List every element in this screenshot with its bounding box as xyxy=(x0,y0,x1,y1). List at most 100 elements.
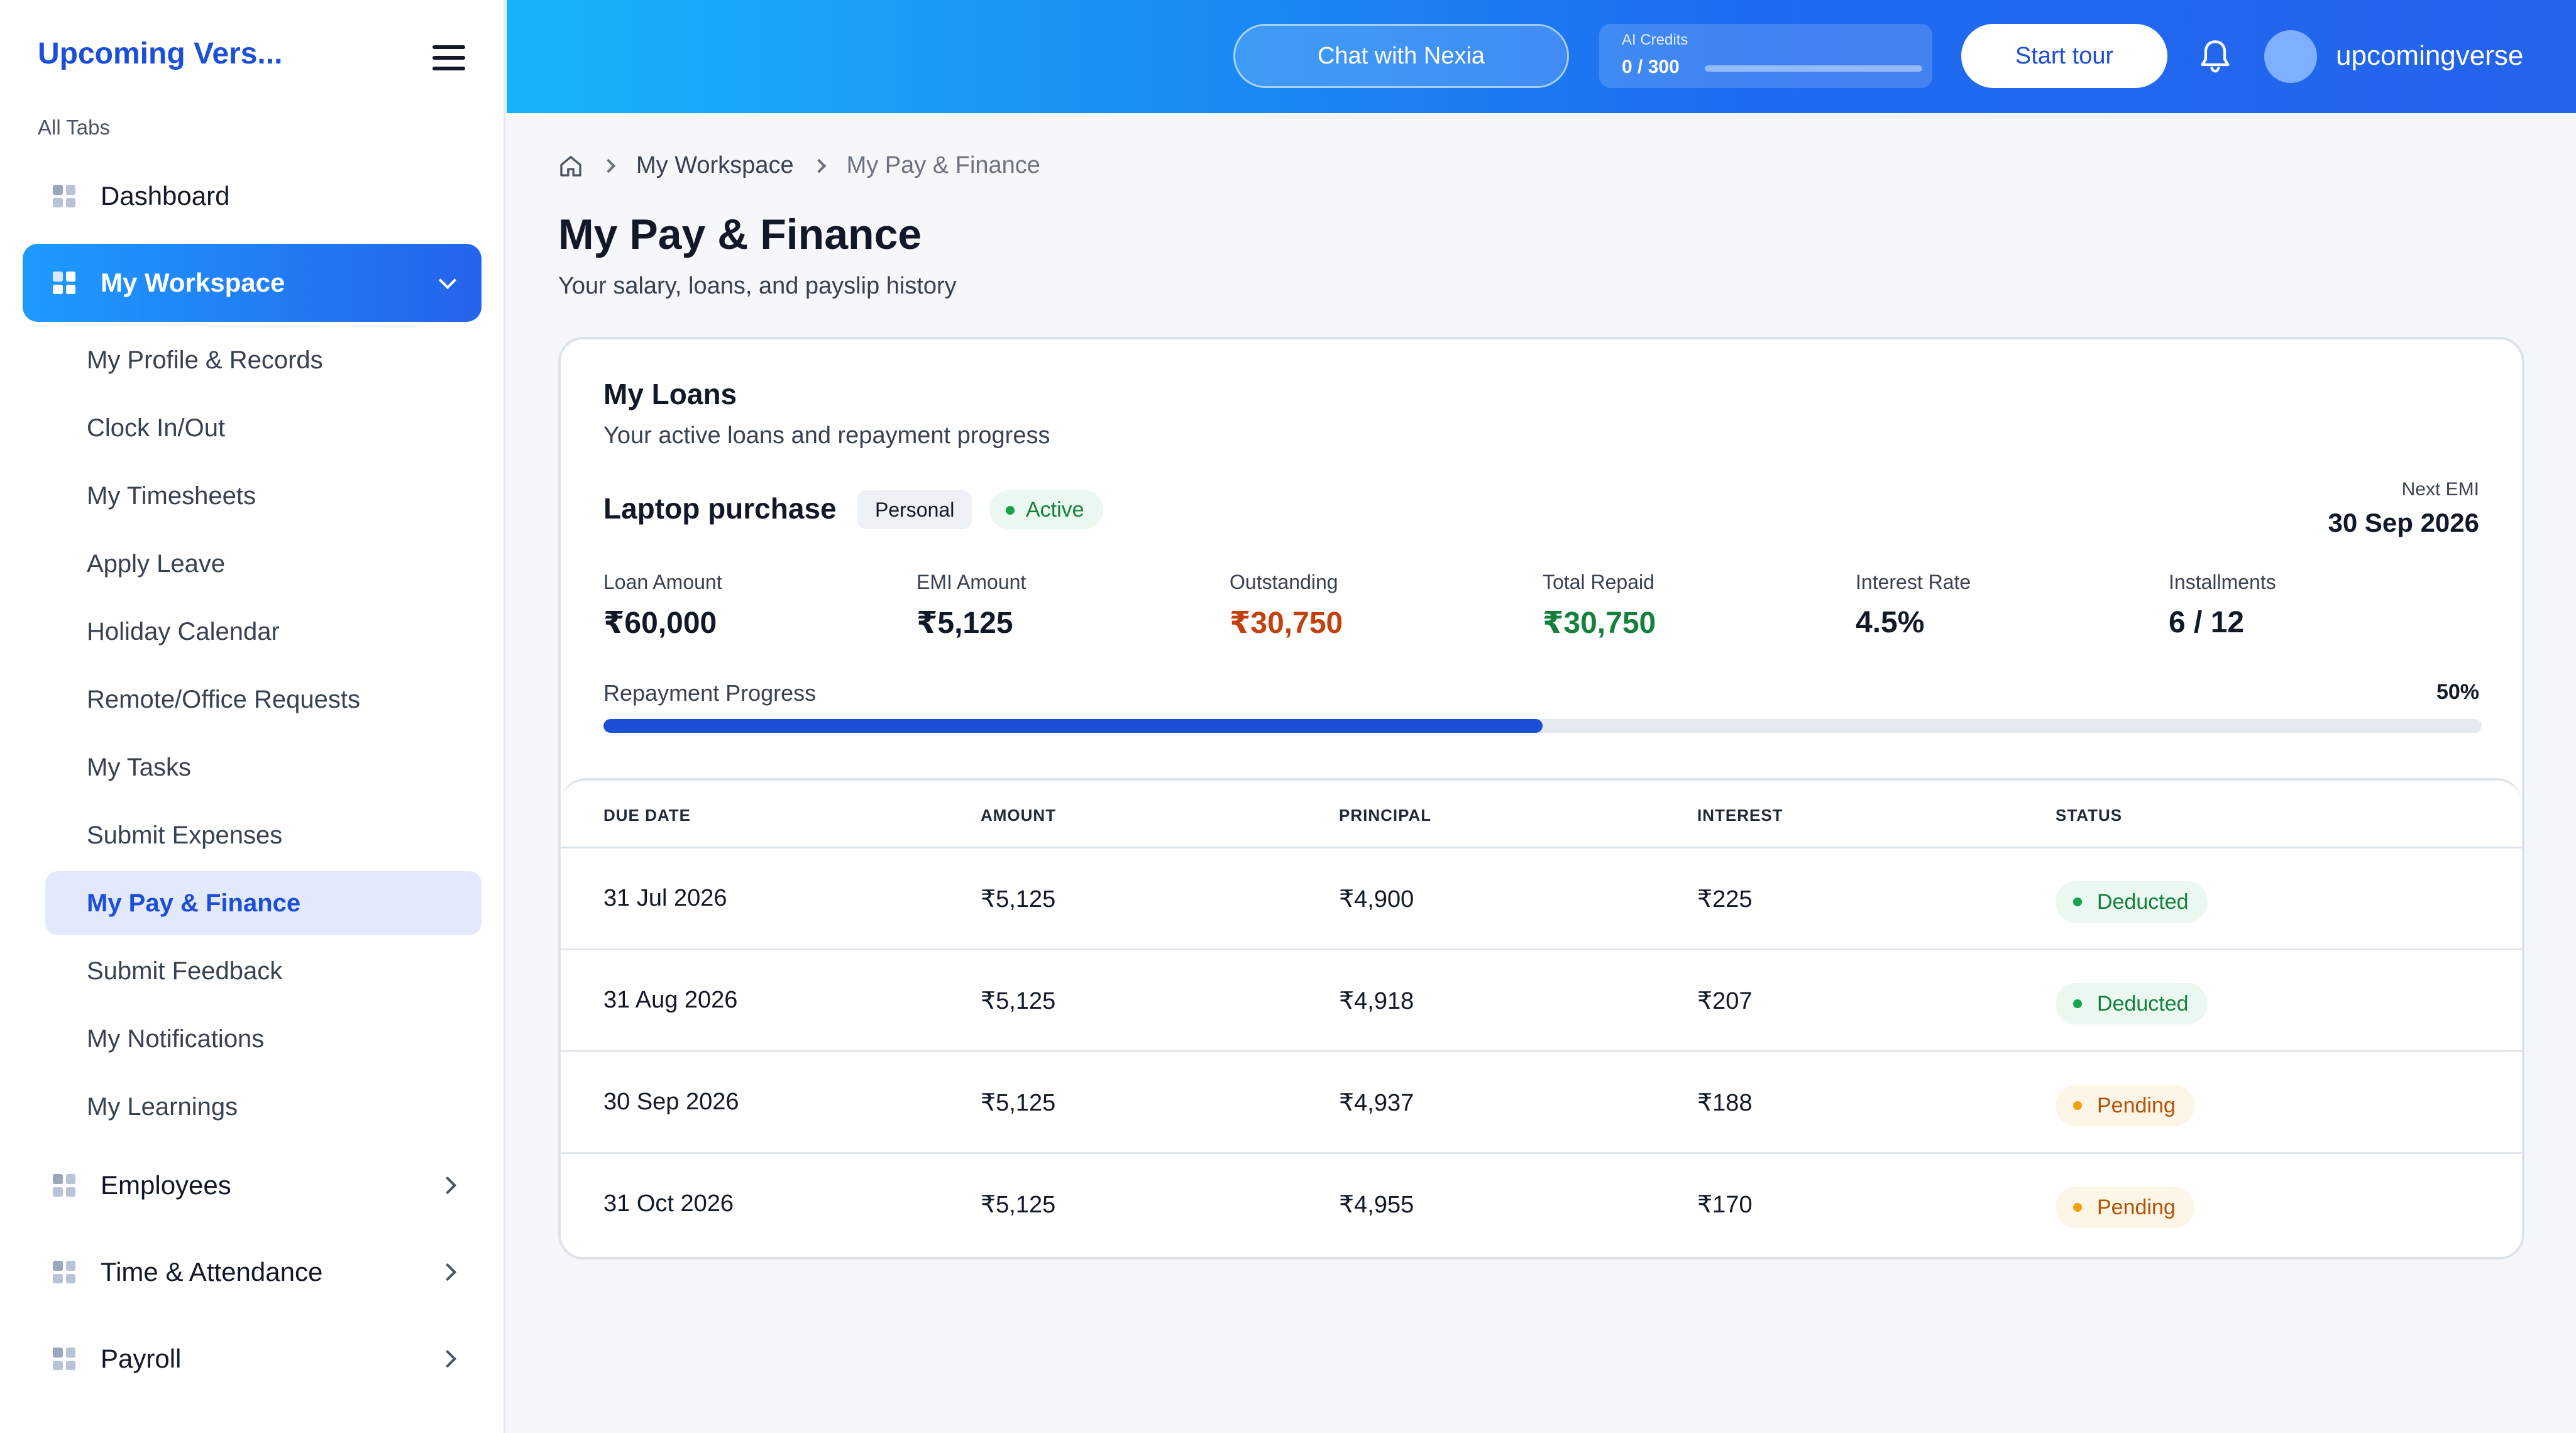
page-subtitle: Your salary, loans, and payslip history xyxy=(558,273,957,299)
sidebar-subitem-holiday-calendar[interactable]: Holiday Calendar xyxy=(87,617,280,645)
column-header-status: STATUS xyxy=(2056,806,2123,825)
cell-amount: ₹5,125 xyxy=(981,1090,1056,1116)
grid-icon xyxy=(53,272,75,294)
sidebar-subitem-apply-leave[interactable]: Apply Leave xyxy=(87,549,226,578)
stat-caption: Interest Rate xyxy=(1856,571,1971,593)
stat-outstanding: Outstanding ₹30,750 xyxy=(1230,571,1343,640)
breadcrumb: My Workspace My Pay & Finance xyxy=(558,152,1040,179)
cell-due-date: 31 Aug 2026 xyxy=(603,987,738,1013)
bell-icon[interactable] xyxy=(2199,39,2232,74)
next-emi-caption: Next EMI xyxy=(2401,479,2479,500)
sidebar-subitem-my-learnings[interactable]: My Learnings xyxy=(87,1092,238,1121)
cell-due-date: 31 Jul 2026 xyxy=(603,885,727,911)
next-emi-date: 30 Sep 2026 xyxy=(2328,508,2479,537)
hamburger-icon[interactable] xyxy=(432,45,465,70)
grid-icon xyxy=(53,185,75,207)
loan-status-badge: Active xyxy=(989,490,1103,529)
sidebar-subitem-remote-office-requests[interactable]: Remote/Office Requests xyxy=(87,685,361,713)
chevron-right-icon xyxy=(601,158,616,173)
cell-principal: ₹4,955 xyxy=(1339,1192,1414,1218)
cell-principal: ₹4,937 xyxy=(1339,1090,1414,1116)
page-title: My Pay & Finance xyxy=(558,211,922,258)
stat-loan-amount: Loan Amount ₹60,000 xyxy=(603,571,722,640)
sidebar-item-time-attendance[interactable]: Time & Attendance xyxy=(23,1233,482,1311)
repayment-progress-percent: 50% xyxy=(2436,680,2479,704)
table-row: 30 Sep 2026 ₹5,125 ₹4,937 ₹188 Pending xyxy=(561,1052,2522,1154)
section-label: All Tabs xyxy=(38,116,110,139)
stat-value: ₹30,750 xyxy=(1230,607,1343,640)
sidebar-subitem-submit-feedback[interactable]: Submit Feedback xyxy=(87,957,283,985)
breadcrumb-current: My Pay & Finance xyxy=(846,152,1040,178)
sidebar-subitem-my-tasks[interactable]: My Tasks xyxy=(87,753,191,781)
column-header-amount: AMOUNT xyxy=(981,806,1057,825)
loans-card: My Loans Your active loans and repayment… xyxy=(558,337,2524,1260)
stat-caption: Total Repaid xyxy=(1543,571,1654,593)
status-badge: Deducted xyxy=(2056,881,2208,923)
cell-interest: ₹207 xyxy=(1697,988,1753,1014)
home-icon[interactable] xyxy=(558,153,583,178)
table-row: 31 Oct 2026 ₹5,125 ₹4,955 ₹170 Pending xyxy=(561,1154,2522,1256)
stat-value: ₹30,750 xyxy=(1543,607,1656,640)
cell-amount: ₹5,125 xyxy=(981,886,1056,913)
repayment-progress-fill xyxy=(603,719,1543,733)
chevron-right-icon xyxy=(438,1176,457,1195)
stat-emi-amount: EMI Amount ₹5,125 xyxy=(916,571,1026,640)
sidebar: Upcoming Vers... All Tabs Dashboard My W… xyxy=(0,0,505,1433)
cell-principal: ₹4,918 xyxy=(1339,988,1414,1014)
repayment-progress-caption: Repayment Progress xyxy=(603,680,817,706)
sidebar-item-label: My Workspace xyxy=(101,268,285,297)
stat-value: ₹5,125 xyxy=(916,607,1013,640)
column-header-interest: INTEREST xyxy=(1697,806,1783,825)
installments-table: DUE DATE AMOUNT PRINCIPAL INTEREST STATU… xyxy=(561,778,2522,1257)
avatar[interactable] xyxy=(2264,30,2317,83)
cell-interest: ₹188 xyxy=(1697,1090,1753,1116)
chevron-right-icon xyxy=(438,1349,457,1368)
cell-amount: ₹5,125 xyxy=(981,1192,1056,1218)
sidebar-item-my-workspace[interactable]: My Workspace xyxy=(23,244,482,322)
status-badge: Pending xyxy=(2056,1085,2194,1126)
sidebar-item-payroll[interactable]: Payroll xyxy=(23,1320,482,1398)
sidebar-subitem-clock-in-out[interactable]: Clock In/Out xyxy=(87,414,226,442)
sidebar-subitem-my-timesheets[interactable]: My Timesheets xyxy=(87,481,256,510)
username[interactable]: upcomingverse xyxy=(2336,40,2524,71)
loan-type-tag: Personal xyxy=(857,490,972,529)
stat-caption: Installments xyxy=(2169,571,2276,593)
stat-caption: Loan Amount xyxy=(603,571,722,593)
grid-icon xyxy=(53,1261,75,1283)
brand-name[interactable]: Upcoming Vers... xyxy=(38,37,283,70)
sidebar-item-label: Time & Attendance xyxy=(101,1257,323,1287)
top-bar: Chat with Nexia AI Credits 0 / 300 Start… xyxy=(507,0,2576,113)
start-tour-button[interactable]: Start tour xyxy=(1961,24,2167,88)
cell-due-date: 30 Sep 2026 xyxy=(603,1089,739,1115)
table-row: 31 Aug 2026 ₹5,125 ₹4,918 ₹207 Deducted xyxy=(561,950,2522,1052)
stat-caption: EMI Amount xyxy=(916,571,1027,593)
cell-amount: ₹5,125 xyxy=(981,988,1056,1014)
chevron-down-icon xyxy=(438,271,457,290)
sidebar-subitem-my-pay-finance[interactable]: My Pay & Finance xyxy=(45,871,482,935)
sidebar-item-dashboard[interactable]: Dashboard xyxy=(23,157,482,235)
status-badge: Deducted xyxy=(2056,983,2208,1024)
cell-interest: ₹225 xyxy=(1697,886,1753,913)
cell-principal: ₹4,900 xyxy=(1339,886,1414,913)
breadcrumb-my-workspace[interactable]: My Workspace xyxy=(636,152,794,178)
ai-credits-bar xyxy=(1705,65,1922,72)
cell-due-date: 31 Oct 2026 xyxy=(603,1190,734,1217)
loans-subtitle: Your active loans and repayment progress xyxy=(603,422,1050,449)
loans-title: My Loans xyxy=(603,378,737,410)
chat-with-nexia-button[interactable]: Chat with Nexia xyxy=(1233,24,1569,88)
stat-installments: Installments 6 / 12 xyxy=(2169,571,2276,640)
sidebar-subitem-submit-expenses[interactable]: Submit Expenses xyxy=(87,821,283,849)
chevron-right-icon xyxy=(812,158,826,173)
ai-credits-value: 0 / 300 xyxy=(1622,57,1680,77)
stat-value: 4.5% xyxy=(1856,606,1925,639)
table-row: 31 Jul 2026 ₹5,125 ₹4,900 ₹225 Deducted xyxy=(561,848,2522,950)
stat-value: ₹60,000 xyxy=(603,607,717,640)
column-header-due-date: DUE DATE xyxy=(603,806,691,825)
sidebar-subitem-my-profile-records[interactable]: My Profile & Records xyxy=(87,346,323,374)
sidebar-subitem-my-notifications[interactable]: My Notifications xyxy=(87,1024,265,1053)
stat-total-repaid: Total Repaid ₹30,750 xyxy=(1543,571,1656,640)
repayment-progress-bar xyxy=(603,719,2482,733)
stat-value: 6 / 12 xyxy=(2169,606,2245,639)
sidebar-item-employees[interactable]: Employees xyxy=(23,1146,482,1224)
grid-icon xyxy=(53,1174,75,1197)
